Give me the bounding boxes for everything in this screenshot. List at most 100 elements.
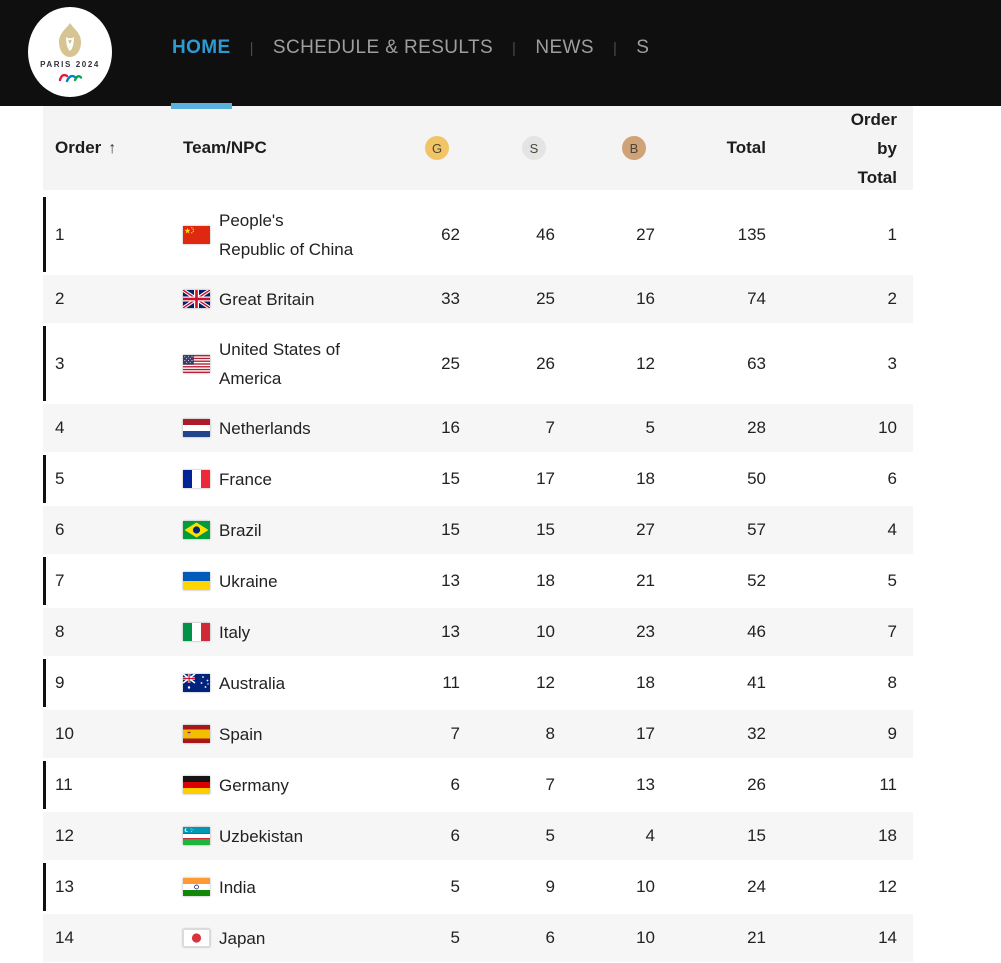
nav-separator: | xyxy=(512,39,517,57)
team-name: Uzbekistan xyxy=(219,826,304,846)
order-value: 6 xyxy=(55,520,65,539)
team-name: People's Republic of China xyxy=(219,210,354,259)
total-count: 21 xyxy=(747,928,766,947)
gold-count: 5 xyxy=(450,877,460,896)
order-by-total-value: 8 xyxy=(887,673,897,692)
paris-2024-paralympics-logo[interactable]: PARIS 2024 xyxy=(28,7,112,97)
nav-item-s[interactable]: S xyxy=(636,37,650,58)
header-silver[interactable]: S xyxy=(463,136,558,160)
team-name: United States of America xyxy=(219,339,340,388)
table-row[interactable]: 8 Italy 13 10 23 46 7 xyxy=(43,608,913,656)
team-cell[interactable]: Italy xyxy=(168,618,400,647)
table-row[interactable]: 11 Germany 6 7 13 26 11 xyxy=(43,761,913,809)
header-order-by-total[interactable]: Order by Total xyxy=(778,105,913,192)
bronze-count: 23 xyxy=(636,622,655,641)
team-cell[interactable]: United States of America xyxy=(168,335,400,393)
silver-count: 46 xyxy=(536,224,555,244)
sort-ascending-icon: ↑ xyxy=(108,140,117,157)
table-row[interactable]: 13 India 5 9 10 24 12 xyxy=(43,863,913,911)
order-value: 2 xyxy=(55,289,65,308)
flag-es-icon xyxy=(183,725,210,743)
bronze-count: 13 xyxy=(636,775,655,794)
team-cell[interactable]: Uzbekistan xyxy=(168,822,400,851)
table-header-row: Order ↑ Team/NPC G S B Total Order by Tot… xyxy=(43,106,913,190)
table-row[interactable]: 9 Australia 11 12 18 41 8 xyxy=(43,659,913,707)
bronze-count: 16 xyxy=(636,289,655,308)
team-cell[interactable]: Germany xyxy=(168,771,400,800)
team-cell[interactable]: Great Britain xyxy=(168,285,400,314)
table-row[interactable]: 7 Ukraine 13 18 21 52 5 xyxy=(43,557,913,605)
team-cell[interactable]: India xyxy=(168,873,400,902)
bronze-count: 12 xyxy=(636,353,655,373)
gold-count: 13 xyxy=(441,622,460,641)
team-name: Brazil xyxy=(219,520,262,540)
gold-count: 15 xyxy=(441,520,460,539)
gold-count: 25 xyxy=(441,353,460,373)
team-cell[interactable]: Netherlands xyxy=(168,414,400,443)
header-bronze[interactable]: B xyxy=(558,136,658,160)
team-name: Australia xyxy=(219,673,286,693)
total-count: 28 xyxy=(747,418,766,437)
table-row[interactable]: 14 Japan 5 6 10 21 14 xyxy=(43,914,913,962)
team-cell[interactable]: Spain xyxy=(168,720,400,749)
flag-in-icon xyxy=(183,878,210,896)
total-count: 63 xyxy=(747,353,766,373)
table-row[interactable]: 10 Spain 7 8 17 32 9 xyxy=(43,710,913,758)
table-row[interactable]: 12 Uzbekistan 6 5 4 15 18 xyxy=(43,812,913,860)
header-gold[interactable]: G xyxy=(400,136,463,160)
nav-separator: | xyxy=(612,39,618,57)
bronze-count: 4 xyxy=(645,826,655,845)
team-cell[interactable]: Ukraine xyxy=(168,567,400,596)
table-row[interactable]: 6 Brazil 15 15 27 57 4 xyxy=(43,506,913,554)
header-team-npc[interactable]: Team/NPC xyxy=(168,138,400,158)
team-cell[interactable]: Japan xyxy=(168,924,400,953)
team-name: Great Britain xyxy=(219,289,315,309)
order-by-total-value: 11 xyxy=(879,775,897,794)
team-cell[interactable]: France xyxy=(168,465,400,494)
header-team-label: Team/NPC xyxy=(183,138,267,157)
team-name: Spain xyxy=(219,724,263,744)
bronze-count: 27 xyxy=(636,224,655,244)
gold-count: 13 xyxy=(441,571,460,590)
team-cell[interactable]: People's Republic of China xyxy=(168,206,400,264)
gold-count: 16 xyxy=(441,418,460,437)
table-row[interactable]: 4 Netherlands 16 7 5 28 10 xyxy=(43,404,913,452)
bronze-count: 17 xyxy=(636,724,655,743)
silver-count: 25 xyxy=(536,289,555,308)
header-order-label: Order xyxy=(55,138,102,157)
order-by-total-value: 2 xyxy=(887,289,897,308)
order-value: 12 xyxy=(55,826,74,845)
top-nav-bar: PARIS 2024 HOME | SCHEDULE & RESULTS | NEWS |… xyxy=(0,0,1001,109)
table-row[interactable]: 5 France 15 17 18 50 6 xyxy=(43,455,913,503)
silver-count: 12 xyxy=(536,673,555,692)
nav-separator: | xyxy=(249,39,254,57)
nav-item-home[interactable]: HOME xyxy=(172,37,231,58)
team-name: Netherlands xyxy=(219,418,311,438)
nav-item-news[interactable]: NEWS xyxy=(535,37,594,58)
team-name: Italy xyxy=(219,622,251,642)
header-total[interactable]: Total xyxy=(658,138,778,158)
silver-count: 18 xyxy=(536,571,555,590)
flag-de-icon xyxy=(183,776,210,794)
table-row[interactable]: 3 United States of America 25 26 12 63 3 xyxy=(43,326,913,401)
flag-us-icon xyxy=(183,354,210,373)
table-row[interactable]: 1 People's Republic of China 62 46 27 135 1 xyxy=(43,197,913,272)
order-value: 7 xyxy=(55,571,65,590)
team-cell[interactable]: Brazil xyxy=(168,516,400,545)
bronze-count: 10 xyxy=(636,928,655,947)
header-order[interactable]: Order ↑ xyxy=(43,138,168,158)
flag-ua-icon xyxy=(183,572,210,590)
gold-count: 7 xyxy=(450,724,460,743)
active-tab-underline xyxy=(171,103,232,109)
total-count: 135 xyxy=(737,224,766,244)
team-cell[interactable]: Australia xyxy=(168,669,400,698)
flag-br-icon xyxy=(183,521,210,539)
silver-count: 15 xyxy=(536,520,555,539)
silver-count: 10 xyxy=(536,622,555,641)
flag-jp-icon xyxy=(183,929,210,947)
order-value: 8 xyxy=(55,622,65,641)
table-row[interactable]: 2 Great Britain 33 25 16 74 2 xyxy=(43,275,913,323)
nav-item-schedule-results[interactable]: SCHEDULE & RESULTS xyxy=(272,37,494,58)
total-count: 24 xyxy=(747,877,766,896)
medal-table: Order ↑ Team/NPC G S B Total Order by Tot… xyxy=(43,106,913,962)
